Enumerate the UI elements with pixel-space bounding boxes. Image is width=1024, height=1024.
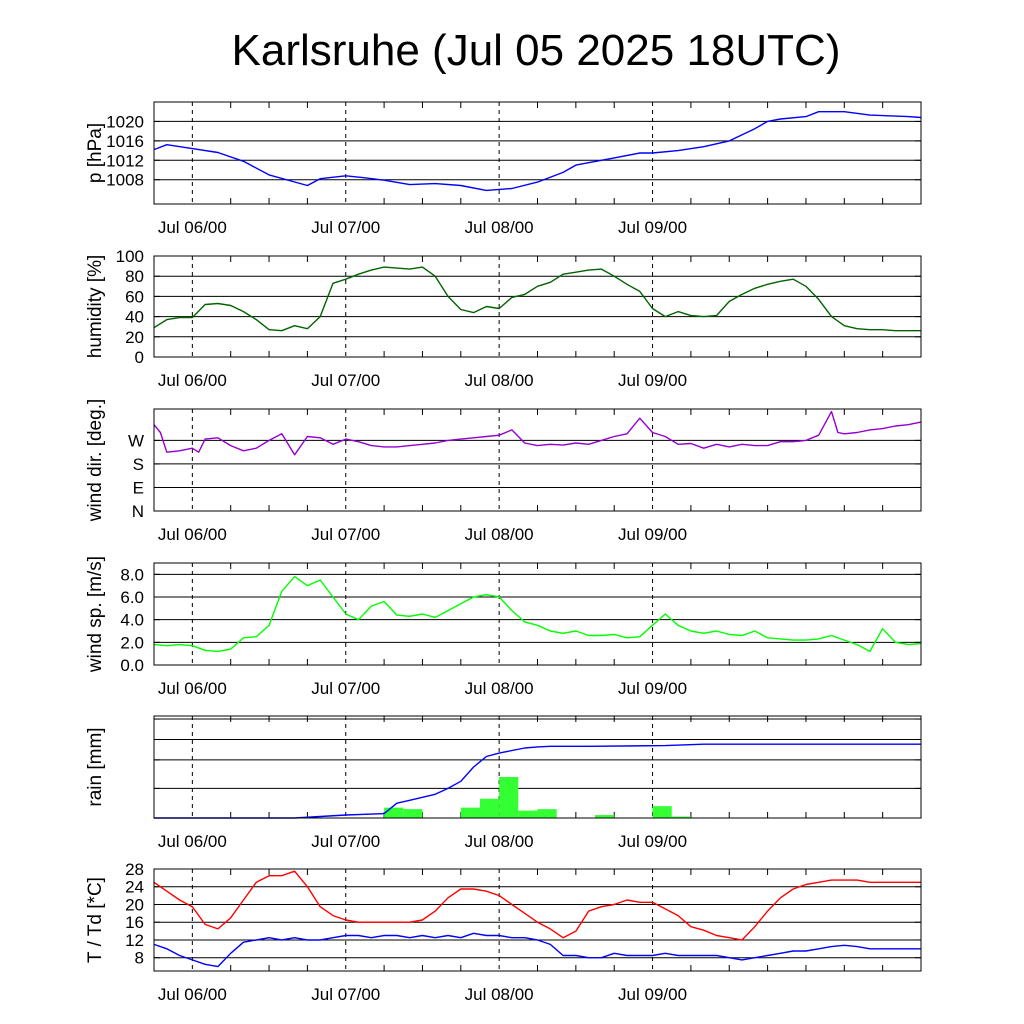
x-tick-label: Jul 07/00	[311, 218, 380, 237]
x-tick-label: Jul 07/00	[311, 679, 380, 698]
panel-frame	[153, 255, 922, 358]
chart-title: Karlsruhe (Jul 05 2025 18UTC)	[231, 26, 841, 75]
x-tick-label: Jul 07/00	[311, 832, 380, 851]
x-tick-label: Jul 08/00	[465, 985, 534, 1004]
x-tick-label: Jul 09/00	[618, 525, 687, 544]
y-tick-label: 40	[125, 308, 144, 327]
rain-bar	[537, 809, 557, 818]
x-tick-label: Jul 06/00	[158, 525, 227, 544]
y-tick-label: 8.0	[120, 565, 144, 584]
x-tick-label: Jul 07/00	[311, 371, 380, 390]
x-tick-label: Jul 06/00	[158, 832, 227, 851]
panel-frame	[153, 715, 922, 819]
x-tick-label: Jul 08/00	[465, 218, 534, 237]
x-tick-label: Jul 08/00	[465, 371, 534, 390]
rain-bar	[499, 776, 519, 818]
panel-frame	[153, 562, 922, 666]
x-tick-label: Jul 07/00	[311, 525, 380, 544]
x-tick-label: Jul 08/00	[465, 832, 534, 851]
rain-bar	[518, 810, 538, 818]
series-line-2	[153, 932, 921, 968]
y-tick-label: 80	[125, 267, 144, 286]
y-tick-label: 1012	[106, 151, 144, 170]
y-tick-label: 0.0	[120, 656, 144, 675]
panel-frame	[153, 868, 922, 972]
y-tick-label: 1016	[106, 132, 144, 151]
y-tick-label: 20	[125, 895, 144, 914]
y-tick-label: 4.0	[120, 611, 144, 630]
y-tick-label: 0	[135, 348, 144, 367]
y-tick-label: 12	[125, 931, 144, 950]
rain-bar	[652, 806, 672, 818]
y-axis-label: wind dir. [deg.]	[85, 399, 106, 523]
y-tick-label: 20	[125, 328, 144, 347]
y-axis-label: humidity [%]	[85, 255, 106, 358]
x-tick-label: Jul 06/00	[158, 985, 227, 1004]
x-tick-label: Jul 09/00	[618, 679, 687, 698]
x-tick-label: Jul 09/00	[618, 371, 687, 390]
y-axis-label: wind sp. [m/s]	[85, 556, 106, 673]
y-tick-label: 1008	[106, 171, 144, 190]
y-tick-label: 28	[125, 860, 144, 879]
panel-frame	[153, 101, 922, 205]
y-tick-label: 16	[125, 913, 144, 932]
y-tick-label: 6.0	[120, 588, 144, 607]
x-tick-label: Jul 06/00	[158, 371, 227, 390]
series-line-1	[153, 410, 922, 456]
rain-bar	[403, 809, 423, 818]
rain-bar	[384, 807, 404, 818]
x-tick-label: Jul 09/00	[618, 218, 687, 237]
rain-bar	[595, 815, 615, 818]
series-line-1	[153, 266, 921, 332]
y-tick-label: 8	[135, 949, 144, 968]
series-line-1	[153, 110, 922, 192]
y-tick-label: S	[133, 455, 144, 474]
y-tick-label: 1020	[106, 112, 144, 131]
x-tick-label: Jul 09/00	[618, 832, 687, 851]
x-tick-label: Jul 08/00	[465, 679, 534, 698]
x-tick-label: Jul 06/00	[158, 218, 227, 237]
x-tick-label: Jul 08/00	[465, 525, 534, 544]
panel-frame	[153, 408, 922, 512]
y-tick-label: 100	[116, 247, 144, 266]
rain-bar	[479, 798, 500, 818]
y-tick-label: E	[133, 478, 144, 497]
y-tick-label: 60	[125, 287, 144, 306]
y-tick-label: 24	[125, 878, 144, 897]
y-axis-label: p [hPa]	[85, 123, 106, 183]
rain-bar	[671, 816, 691, 818]
y-tick-label: N	[132, 502, 144, 521]
y-tick-label: W	[128, 431, 144, 450]
series-line-1	[153, 870, 921, 941]
y-axis-label: T / Td [*C]	[85, 877, 106, 963]
x-tick-label: Jul 07/00	[311, 985, 380, 1004]
x-tick-label: Jul 06/00	[158, 679, 227, 698]
y-tick-label: 2.0	[120, 633, 144, 652]
series-line-1	[153, 575, 922, 653]
y-axis-label: rain [mm]	[85, 727, 106, 806]
x-tick-label: Jul 09/00	[618, 985, 687, 1004]
rain-bar	[460, 807, 480, 818]
series-line-1	[154, 743, 921, 819]
